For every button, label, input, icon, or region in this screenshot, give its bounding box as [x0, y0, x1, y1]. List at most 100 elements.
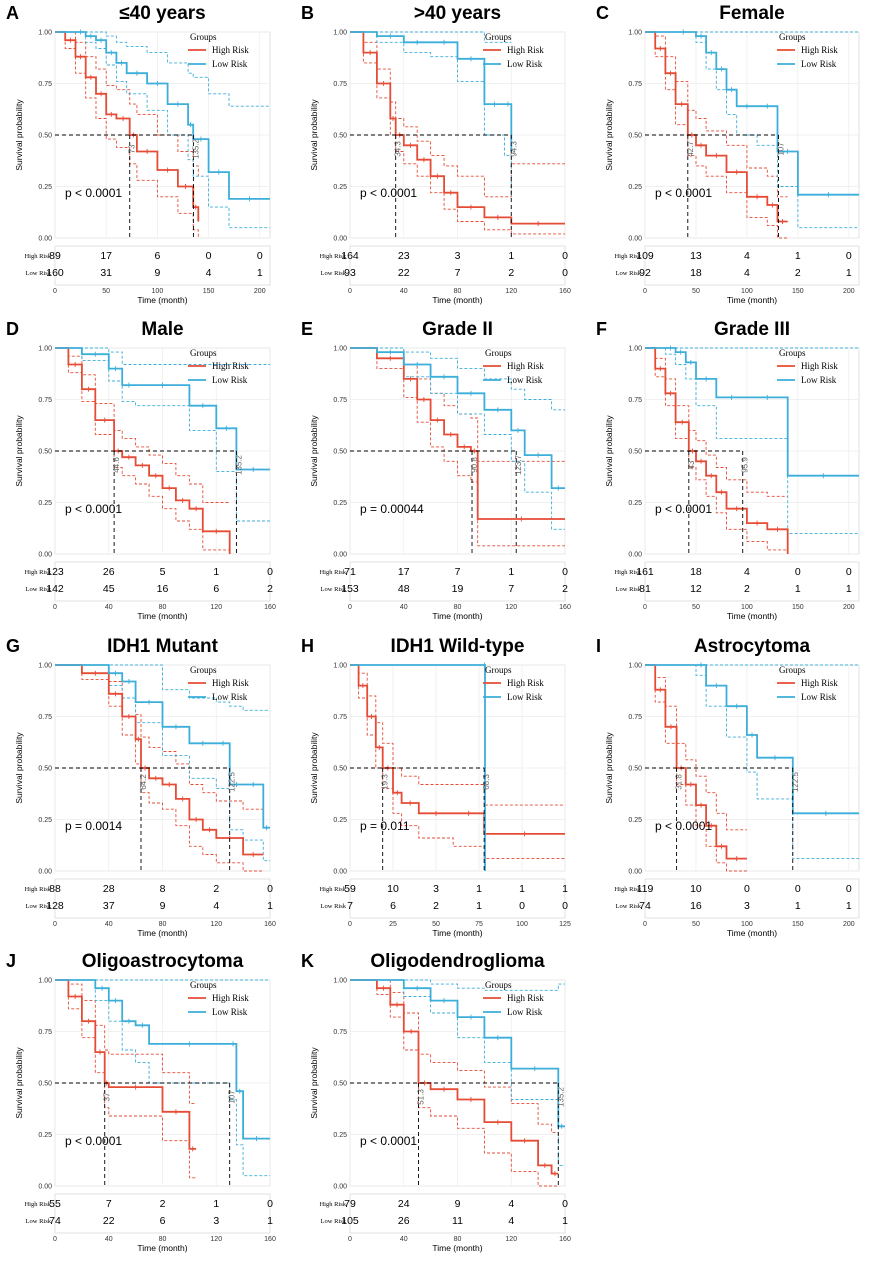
- legend-title: Groups: [485, 32, 512, 42]
- risk-count: 1: [257, 267, 263, 279]
- legend-entry: Low Risk: [801, 692, 837, 702]
- risk-table-label: Low Risk: [321, 270, 347, 277]
- x-tick-label: 200: [843, 288, 855, 295]
- ci-upper-low: [350, 347, 565, 411]
- panel-letter: D: [6, 319, 19, 339]
- legend-title: Groups: [485, 980, 512, 990]
- x-tick-label: 0: [53, 921, 57, 928]
- p-value: p = 0.0014: [65, 819, 122, 833]
- legend-entry: Low Risk: [507, 375, 543, 385]
- y-tick-label: 0.25: [333, 500, 347, 507]
- x-tick-label: 100: [741, 604, 753, 611]
- panel-H: H IDH1 Wild-type 0.00 0.25 0.50 0.75 1.00 Survi…: [301, 636, 571, 938]
- x-tick-label: 150: [792, 604, 804, 611]
- risk-count: 1: [476, 900, 482, 912]
- survival-curve-high-risk: [55, 31, 200, 222]
- risk-count: 3: [455, 250, 461, 262]
- risk-count: 0: [744, 883, 750, 895]
- risk-table: [644, 245, 860, 286]
- y-tick-label: 0.75: [333, 714, 347, 721]
- y-tick-label: 1.00: [333, 346, 347, 353]
- x-tick-label: 50: [692, 604, 700, 611]
- risk-count: 0: [267, 1198, 273, 1210]
- y-tick-label: 1.00: [628, 346, 642, 353]
- panel-G: G IDH1 Mutant 0.00 0.25 0.50 0.75 1.00 Survival…: [6, 636, 276, 938]
- panel-letter: F: [596, 319, 607, 339]
- panel-title: Oligoastrocytoma: [82, 951, 244, 972]
- risk-count: 9: [160, 900, 166, 912]
- risk-count: 109: [636, 250, 654, 262]
- ci-upper-low: [350, 31, 512, 43]
- y-tick-label: 0.75: [38, 81, 52, 88]
- risk-count: 81: [639, 583, 651, 595]
- median-label: 73: [128, 144, 137, 153]
- x-tick-label: 0: [643, 288, 647, 295]
- legend-entry: High Risk: [212, 993, 249, 1003]
- risk-count: 10: [387, 883, 399, 895]
- risk-count: 55: [49, 1198, 61, 1210]
- x-tick-label: 160: [264, 1236, 276, 1243]
- panel-letter: I: [596, 636, 601, 656]
- median-label: 135.2: [191, 138, 200, 159]
- legend-title: Groups: [190, 980, 217, 990]
- risk-count: 0: [562, 900, 568, 912]
- panel-C: C Female 0.00 0.25 0.50 0.75 1.00 Survival prob…: [596, 3, 860, 305]
- x-tick-label: 150: [792, 921, 804, 928]
- y-tick-label: 0.50: [333, 766, 347, 773]
- p-value: p < 0.0001: [655, 186, 712, 200]
- risk-table-label: High Risk: [319, 569, 346, 576]
- y-tick-label: 1.00: [333, 978, 347, 985]
- risk-table-label: Low Risk: [26, 903, 52, 910]
- y-axis-label: Survival probability: [309, 99, 319, 171]
- legend-entry: High Risk: [507, 45, 544, 55]
- survival-curve-high-risk: [55, 347, 231, 554]
- risk-count: 2: [433, 900, 439, 912]
- risk-count: 7: [455, 267, 461, 279]
- y-tick-label: 0.00: [38, 869, 52, 876]
- risk-count: 89: [49, 250, 61, 262]
- legend-entry: High Risk: [507, 993, 544, 1003]
- x-tick-label: 40: [400, 1236, 408, 1243]
- risk-count: 4: [744, 566, 750, 578]
- y-tick-label: 0.75: [628, 397, 642, 404]
- ci-upper-high: [350, 664, 565, 806]
- risk-count: 128: [46, 900, 64, 912]
- y-tick-label: 0.50: [38, 1081, 52, 1088]
- legend-title: Groups: [190, 665, 217, 675]
- risk-table: [54, 245, 271, 286]
- legend-entry: Low Risk: [507, 59, 543, 69]
- risk-count: 0: [562, 250, 568, 262]
- x-tick-label: 40: [105, 1236, 113, 1243]
- y-tick-label: 0.25: [38, 1132, 52, 1139]
- risk-count: 0: [795, 883, 801, 895]
- risk-count: 6: [160, 1215, 166, 1227]
- x-tick-label: 120: [210, 1236, 222, 1243]
- legend-entry: High Risk: [212, 361, 249, 371]
- x-tick-label: 100: [741, 288, 753, 295]
- x-tick-label: 160: [264, 921, 276, 928]
- risk-count: 17: [398, 566, 410, 578]
- risk-table-label: Low Risk: [616, 903, 642, 910]
- risk-count: 45: [103, 583, 115, 595]
- risk-table: [349, 245, 566, 286]
- risk-table: [349, 878, 566, 919]
- x-tick-label: 200: [843, 604, 855, 611]
- risk-count: 71: [344, 566, 356, 578]
- y-tick-label: 1.00: [333, 663, 347, 670]
- risk-table-label: Low Risk: [26, 586, 52, 593]
- x-axis-label: Time (month): [137, 928, 187, 938]
- legend-title: Groups: [485, 665, 512, 675]
- x-tick-label: 0: [53, 604, 57, 611]
- risk-table-label: Low Risk: [321, 1218, 347, 1225]
- y-tick-label: 0.75: [333, 1029, 347, 1036]
- y-tick-label: 0.75: [628, 81, 642, 88]
- ci-lower-high: [350, 31, 565, 235]
- risk-count: 2: [267, 583, 273, 595]
- legend-title: Groups: [779, 348, 806, 358]
- x-tick-label: 160: [559, 288, 571, 295]
- ci-lower-high: [645, 347, 789, 554]
- x-tick-label: 200: [254, 288, 266, 295]
- risk-count: 9: [154, 267, 160, 279]
- legend-title: Groups: [485, 348, 512, 358]
- median-label: 51.3: [417, 1089, 426, 1105]
